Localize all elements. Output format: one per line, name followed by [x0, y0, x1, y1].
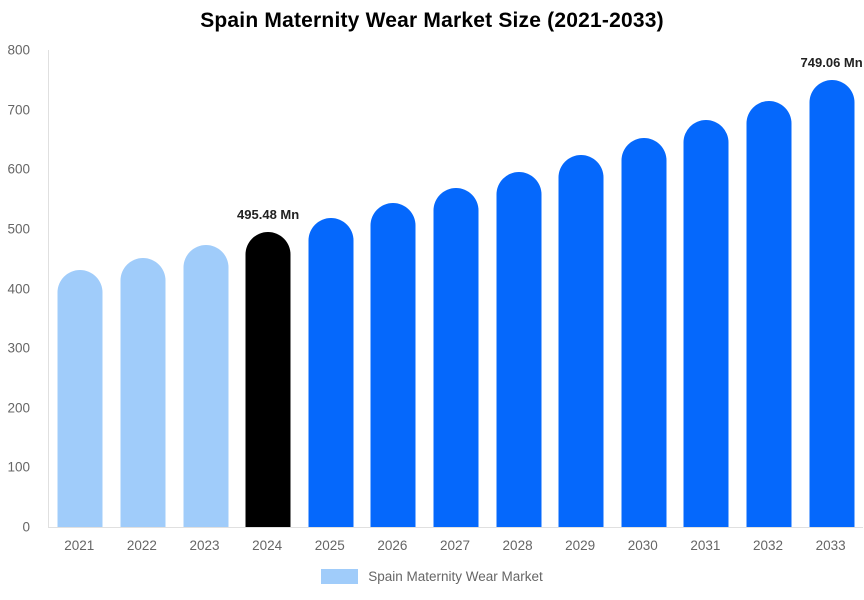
bar-slot-2024: 495.48 Mn: [237, 50, 300, 527]
bar-2029[interactable]: [558, 155, 604, 527]
x-tick-label-2032: 2032: [752, 538, 784, 553]
x-tick-label-2023: 2023: [189, 538, 220, 553]
bar-2021[interactable]: [57, 269, 103, 527]
y-tick-label-100: 100: [7, 459, 30, 475]
data-label-2033: 749.06 Mn: [800, 55, 863, 71]
x-tick-label-2025: 2025: [314, 538, 345, 553]
bar-slot-2031: [675, 50, 738, 527]
bar-2023[interactable]: [183, 244, 229, 527]
x-tick-label-2026: 2026: [377, 538, 408, 553]
legend-swatch: [321, 569, 359, 584]
y-axis: 0 100 200 300 400 500 600 700 800: [0, 43, 38, 535]
x-tick-label-2027: 2027: [439, 538, 470, 553]
bar-2032[interactable]: [746, 100, 792, 527]
plot-area: 495.48 Mn 749.06 Mn: [48, 50, 863, 528]
bar-2025[interactable]: [308, 217, 354, 527]
bar-2030[interactable]: [621, 137, 667, 527]
bar-2028[interactable]: [496, 172, 542, 527]
legend-label: Spain Maternity Wear Market: [368, 569, 543, 584]
bars-row: 495.48 Mn 749.06 Mn: [49, 50, 863, 527]
bar-slot-2026: [362, 50, 425, 527]
bar-2031[interactable]: [683, 119, 729, 527]
bar-slot-2030: [612, 50, 675, 527]
x-tick-label-2028: 2028: [502, 538, 533, 553]
x-tick-label-2031: 2031: [690, 538, 721, 553]
y-tick-label-800: 800: [7, 42, 30, 58]
bar-slot-2033: 749.06 Mn: [800, 50, 863, 527]
x-axis: 2021 2022 2023 2024 2025 2026 2027 2028 2029 2030…: [48, 538, 862, 553]
bar-slot-2021: [49, 50, 112, 527]
bar-slot-2028: [487, 50, 550, 527]
x-tick-label-2029: 2029: [565, 538, 596, 553]
y-tick-label-600: 600: [7, 161, 30, 177]
bar-slot-2022: [112, 50, 175, 527]
y-tick-label-500: 500: [7, 221, 30, 237]
y-tick-label-700: 700: [7, 102, 30, 118]
y-tick-label-300: 300: [7, 340, 30, 356]
legend-item[interactable]: Spain Maternity Wear Market: [0, 569, 864, 584]
y-tick-label-0: 0: [22, 519, 30, 535]
y-tick-label-200: 200: [7, 400, 30, 416]
bar-slot-2025: [299, 50, 362, 527]
x-tick-label-2024: 2024: [252, 538, 283, 553]
bar-2033[interactable]: [809, 80, 855, 527]
x-tick-label-2030: 2030: [627, 538, 658, 553]
x-tick-label-2021: 2021: [64, 538, 95, 553]
bar-slot-2029: [550, 50, 613, 527]
data-label-2024: 495.48 Mn: [237, 206, 300, 222]
y-tick-label-400: 400: [7, 281, 30, 296]
bar-2022[interactable]: [120, 257, 166, 527]
bar-2026[interactable]: [370, 203, 416, 527]
x-tick-label-2033: 2033: [815, 538, 846, 553]
bar-slot-2023: [174, 50, 237, 527]
bar-2024[interactable]: [245, 231, 291, 527]
bar-slot-2032: [738, 50, 801, 527]
x-tick-label-2022: 2022: [126, 538, 157, 553]
bar-slot-2027: [425, 50, 488, 527]
bar-2027[interactable]: [433, 187, 479, 527]
chart-title: Spain Maternity Wear Market Size (2021-2…: [200, 9, 664, 32]
